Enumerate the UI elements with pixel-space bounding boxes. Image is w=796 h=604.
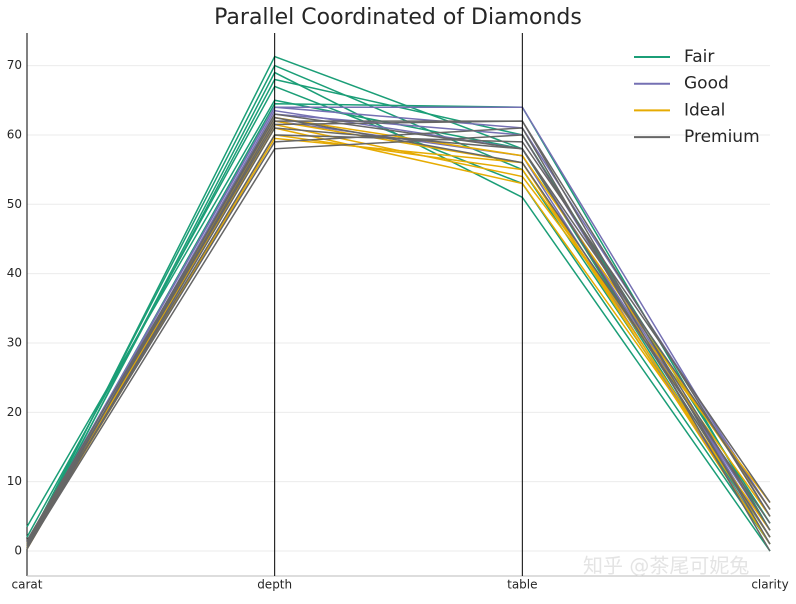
- x-tick-label: table: [507, 578, 537, 592]
- legend-label: Ideal: [684, 100, 725, 120]
- y-tick-label: 10: [7, 474, 22, 488]
- y-tick-label: 60: [7, 127, 22, 141]
- data-line: [26, 78, 771, 547]
- y-tick-label: 50: [7, 197, 22, 211]
- data-line: [26, 116, 771, 542]
- data-line: [26, 127, 771, 552]
- data-line: [26, 55, 771, 548]
- data-line: [26, 120, 771, 545]
- data-line: [26, 127, 771, 544]
- data-line: [26, 99, 771, 538]
- legend-label: Good: [684, 74, 729, 94]
- y-tick-label: 30: [7, 335, 22, 349]
- data-line: [26, 71, 771, 552]
- y-tick-label: 40: [7, 266, 22, 280]
- legend-label: Fair: [684, 47, 714, 67]
- y-tick-label: 70: [7, 58, 22, 72]
- data-line: [26, 134, 771, 547]
- data-line: [26, 102, 771, 546]
- x-tick-label: carat: [12, 578, 43, 592]
- legend-label: Premium: [684, 127, 760, 147]
- watermark: 知乎 @茶尾可妮兔: [583, 554, 749, 578]
- chart-title: Parallel Coordinated of Diamonds: [214, 5, 582, 30]
- y-tick-label: 0: [14, 544, 22, 558]
- x-tick-label: clarity: [751, 578, 788, 592]
- data-line: [26, 113, 771, 549]
- y-tick-label: 20: [7, 405, 22, 419]
- x-tick-label: depth: [257, 578, 292, 592]
